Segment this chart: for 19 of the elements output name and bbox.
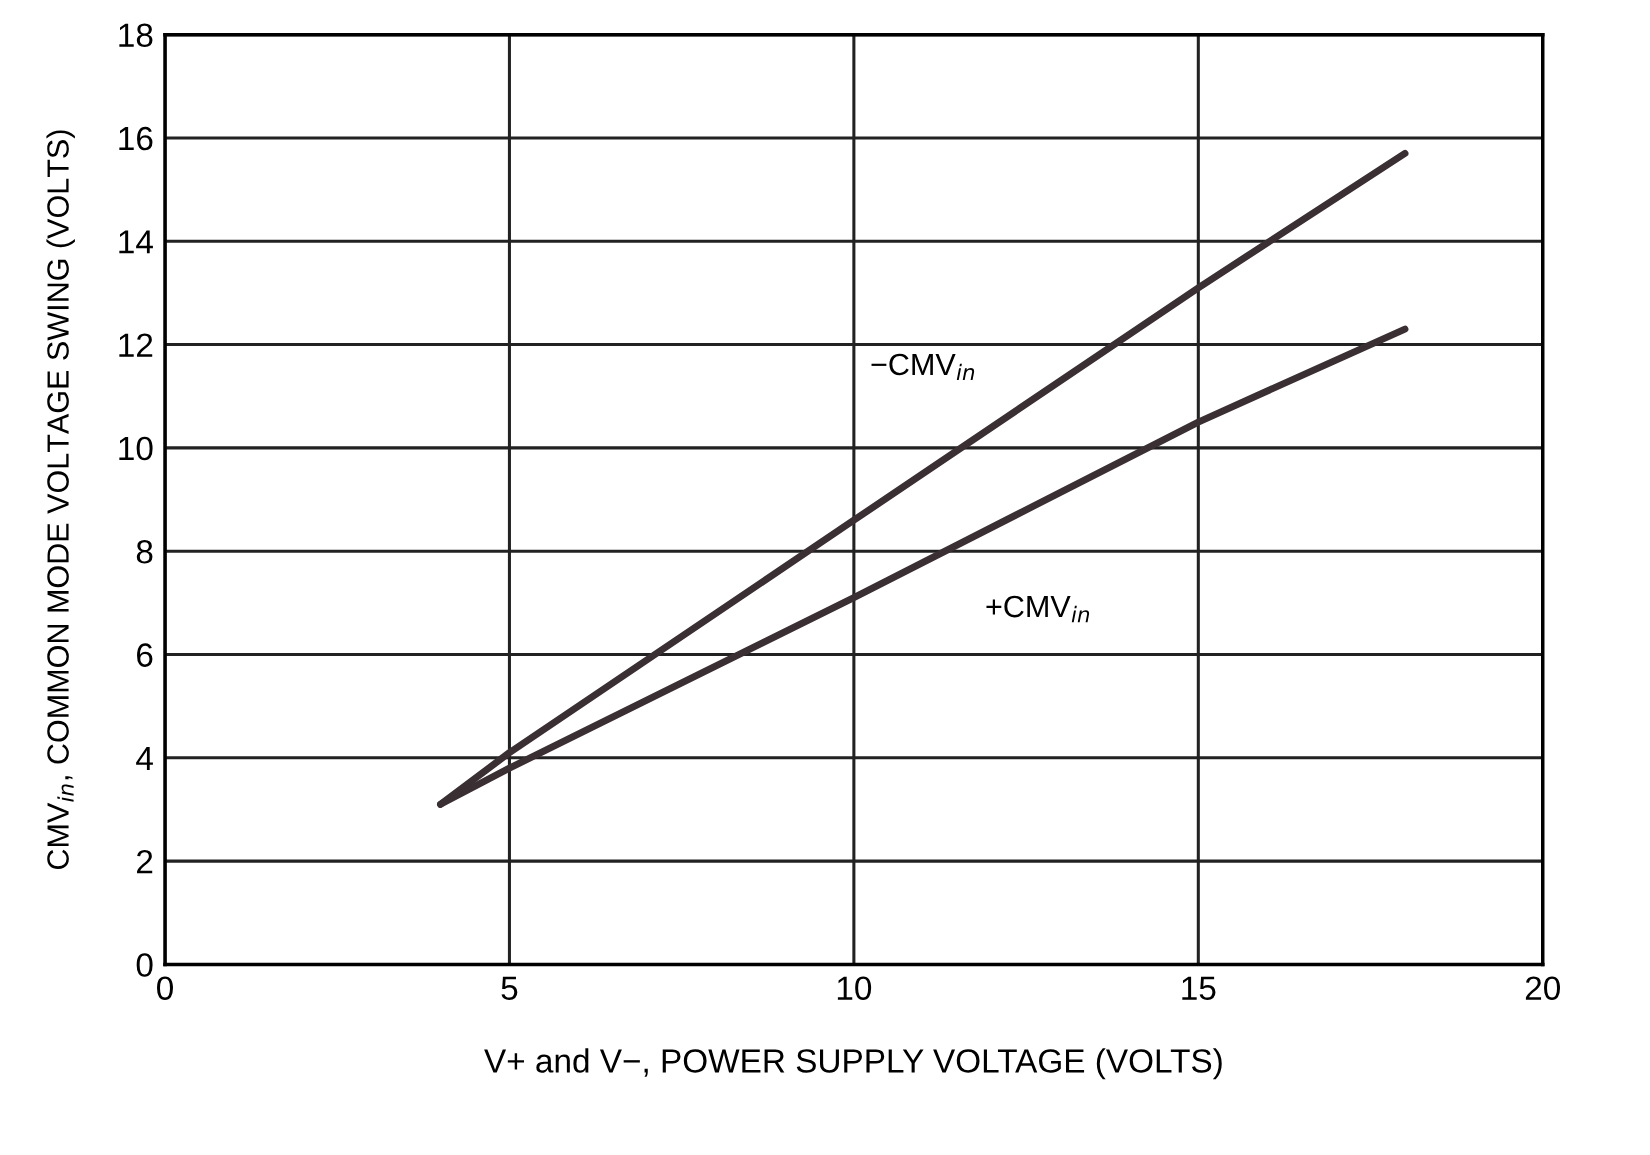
y-tick-label: 14: [119, 230, 153, 254]
y-tick-label: 6: [137, 643, 153, 667]
y-tick-label: 4: [136, 746, 153, 770]
x-tick-label: 20: [1525, 976, 1560, 1001]
x-axis-title: V+ and V−, POWER SUPPLY VOLTAGE (VOLTS): [484, 1048, 1222, 1080]
y-tick-label: 12: [119, 333, 153, 357]
x-tick-label: 15: [1182, 976, 1216, 1001]
y-tick-label: 8: [136, 539, 153, 564]
y-tick-label: 18: [119, 23, 153, 48]
y-tick-label: 2: [137, 849, 153, 874]
y-tick-label: 0: [136, 953, 153, 977]
y-axis-title: CMV$_{in}$, COMMON MODE VOLTAGE SWING (VOLTS): [46, 130, 75, 870]
x-tick-label: 10: [837, 976, 872, 1001]
y-tick-label: 10: [119, 436, 153, 461]
y-tick-label: 16: [119, 126, 153, 151]
x-tick-label: 5: [501, 976, 518, 1001]
x-tick-label: 0: [157, 976, 173, 1001]
series-label: +CMV$_{in}$: [986, 595, 1090, 623]
series-label: −CMV$_{in}$: [871, 353, 975, 380]
